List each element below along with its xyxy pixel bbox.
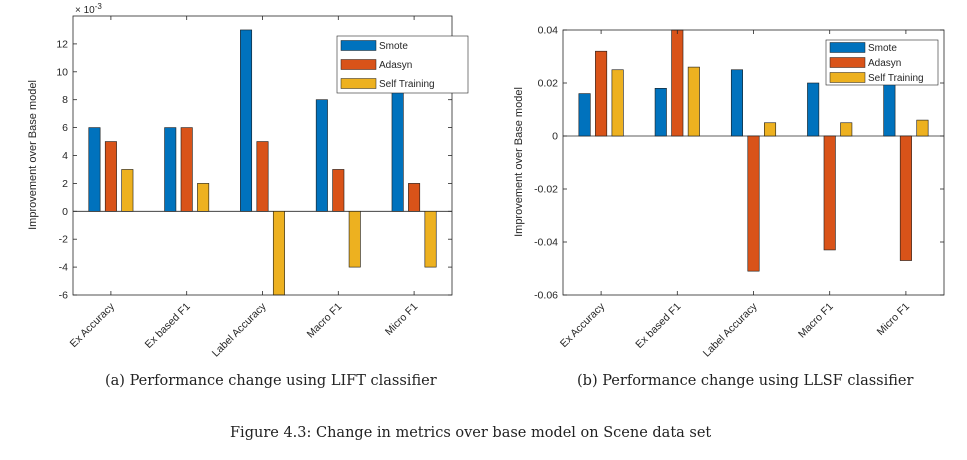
legend-label: Smote xyxy=(868,43,897,54)
legend-swatch-smote xyxy=(829,42,866,53)
bar-self-training xyxy=(916,119,929,137)
bar-adasyn xyxy=(104,141,117,212)
y-exponent-power: -3 xyxy=(95,2,103,11)
legend-swatch-adasyn xyxy=(340,59,377,70)
bar-smote xyxy=(578,93,591,137)
y-tick-label: -0.02 xyxy=(534,184,558,196)
bar-self-training xyxy=(840,122,853,137)
bar-smote xyxy=(807,82,820,137)
bar-smote xyxy=(164,127,177,212)
legend-label: Self Training xyxy=(379,79,435,90)
bar-smote xyxy=(730,69,743,137)
y-tick-label: 0.04 xyxy=(538,25,559,37)
legend-swatch-self-training xyxy=(829,72,866,83)
bar-self-training xyxy=(764,122,777,137)
y-tick-label: -4 xyxy=(59,262,68,274)
bar-smote xyxy=(391,85,404,212)
x-tick-label: Ex Accuracy xyxy=(558,300,608,350)
y-tick-label: 8 xyxy=(62,94,68,106)
legend-swatch-adasyn xyxy=(829,57,866,68)
legend-label: Smote xyxy=(379,41,408,52)
legend-swatch-smote xyxy=(340,40,377,51)
x-tick-label: Micro F1 xyxy=(875,301,912,338)
bar-self-training xyxy=(611,69,624,137)
y-tick-label: 10 xyxy=(56,66,68,78)
y-axis-label: Improvement over Base model xyxy=(27,80,39,230)
y-exponent-label: × 10-3 xyxy=(75,2,102,16)
legend-swatch-self-training xyxy=(340,78,377,89)
bar-self-training xyxy=(272,211,285,296)
x-tick-label: Ex Accuracy xyxy=(68,300,118,350)
bar-smote xyxy=(240,29,253,212)
bar-adasyn xyxy=(747,135,760,272)
chart-llsf: -0.06 -0.04 -0.02 0 0.02 0.04 Ex Accuracy Ex ba… xyxy=(513,25,945,359)
y-tick-label: -2 xyxy=(59,234,68,246)
bar-adasyn xyxy=(256,141,269,212)
x-tick-label: Label Accuracy xyxy=(701,300,760,359)
chart-lift: -6 -4 -2 0 2 4 6 8 10 12 Ex Accuracy Ex based F1 Lab… xyxy=(27,2,469,359)
bar-smote xyxy=(88,127,101,212)
bar-adasyn xyxy=(823,135,836,251)
legend-label: Adasyn xyxy=(868,58,901,69)
bar-adasyn xyxy=(899,135,912,261)
y-tick-label: 4 xyxy=(62,150,68,162)
bar-adasyn xyxy=(408,183,421,212)
legend-label: Self Training xyxy=(868,73,924,84)
y-tick-label: -6 xyxy=(59,290,68,302)
y-tick-label: 0 xyxy=(552,131,558,143)
bar-smote xyxy=(883,82,896,137)
bar-self-training xyxy=(348,211,361,268)
figure-caption: Figure 4.3: Change in metrics over base … xyxy=(230,425,712,441)
bar-smote xyxy=(654,88,667,137)
bar-self-training xyxy=(687,66,700,137)
bar-self-training xyxy=(197,183,210,212)
x-tick-label: Macro F1 xyxy=(305,301,345,341)
y-tick-label: -0.04 xyxy=(534,237,558,249)
bar-adasyn xyxy=(671,29,684,137)
x-tick-label: Label Accuracy xyxy=(210,300,269,359)
y-tick-label: 0 xyxy=(62,206,68,218)
y-tick-label: 12 xyxy=(56,38,68,50)
subcaption-a: (a) Performance change using LIFT classi… xyxy=(105,373,437,389)
legend-label: Adasyn xyxy=(379,60,412,71)
x-tick-label: Micro F1 xyxy=(383,301,420,338)
y-axis-label: Improvement over Base model xyxy=(513,87,525,237)
y-tick-label: 2 xyxy=(62,178,68,190)
bar-adasyn xyxy=(332,169,345,212)
subcaption-b: (b) Performance change using LLSF classi… xyxy=(577,373,914,389)
y-tick-label: 0.02 xyxy=(538,78,559,90)
bar-adasyn xyxy=(180,127,193,212)
bar-adasyn xyxy=(595,50,608,137)
x-tick-label: Ex based F1 xyxy=(633,301,683,351)
y-tick-label: -0.06 xyxy=(534,290,558,302)
y-tick-label: 6 xyxy=(62,122,68,134)
x-tick-label: Macro F1 xyxy=(796,301,836,341)
x-tick-label: Ex based F1 xyxy=(143,301,193,351)
bar-smote xyxy=(315,99,328,212)
bar-self-training xyxy=(424,211,437,268)
bar-self-training xyxy=(121,169,134,212)
